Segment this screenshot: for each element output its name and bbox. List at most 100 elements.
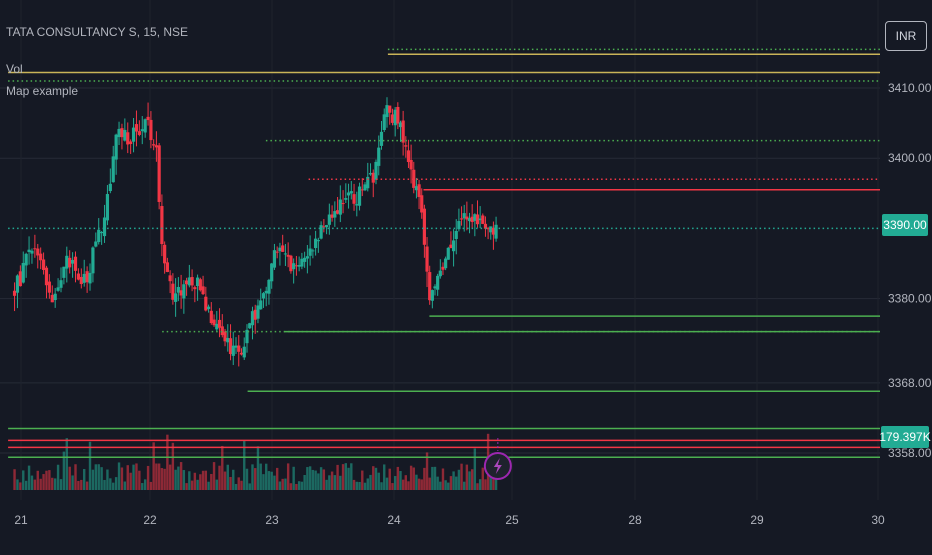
candle-body xyxy=(68,257,72,268)
candle-body xyxy=(300,258,304,267)
candle-body xyxy=(111,156,115,183)
volume-bar xyxy=(218,465,221,490)
candle-body xyxy=(270,263,274,282)
volume-bar xyxy=(155,463,158,490)
volume-bar xyxy=(166,434,169,490)
candle-body xyxy=(467,218,472,222)
volume-bar xyxy=(476,483,479,490)
candle-body xyxy=(245,329,249,344)
volume-bar xyxy=(284,478,287,490)
volume-bar xyxy=(229,476,232,490)
candle-body xyxy=(398,122,403,128)
indicator-map-example[interactable]: Map example xyxy=(6,84,79,98)
candle-body xyxy=(335,210,340,214)
candle-body xyxy=(76,273,81,280)
volume-bar xyxy=(355,481,358,490)
volume-bar xyxy=(344,463,348,490)
volume-bar xyxy=(415,474,418,490)
volume-bar xyxy=(196,479,199,490)
volume-bar xyxy=(396,466,400,490)
candle-body xyxy=(303,257,307,262)
candle-body xyxy=(261,293,266,299)
volume-bar xyxy=(135,463,138,490)
volume-bar xyxy=(363,482,367,490)
volume-bar xyxy=(223,471,227,490)
candle-body xyxy=(198,279,202,291)
candle-body xyxy=(163,244,167,264)
volume-bar xyxy=(289,483,293,490)
candle-body xyxy=(430,290,434,301)
candle-body xyxy=(50,294,54,303)
candle-body xyxy=(327,214,331,225)
candle-body xyxy=(126,132,130,145)
volume-bar xyxy=(311,469,315,490)
volume-bar xyxy=(393,476,397,490)
volume-bar xyxy=(473,448,477,490)
currency-button[interactable]: INR xyxy=(885,21,927,51)
candle-body xyxy=(41,259,46,270)
volume-bar xyxy=(129,472,132,490)
volume-bar xyxy=(112,482,115,490)
volume-bar xyxy=(385,477,389,490)
volume-bar xyxy=(352,479,356,490)
volume-bar xyxy=(39,478,42,490)
volume-bar xyxy=(27,465,31,490)
candle-body xyxy=(146,116,150,121)
candle-body xyxy=(417,184,421,197)
volume-bar xyxy=(36,470,39,490)
volume-bar xyxy=(470,469,474,490)
candle-body xyxy=(44,267,49,286)
volume-bar xyxy=(16,479,19,490)
candle-body xyxy=(311,250,315,252)
volume-bar xyxy=(439,481,442,490)
volume-bar xyxy=(380,482,383,490)
candle-body xyxy=(223,331,227,342)
candle-body xyxy=(297,265,301,267)
candle-body xyxy=(483,223,488,229)
candle-body xyxy=(478,218,482,221)
candle-body xyxy=(253,309,257,320)
volume-bar xyxy=(259,463,262,490)
candle-body xyxy=(143,119,147,133)
candle-body xyxy=(459,218,464,220)
volume-bar xyxy=(407,481,410,490)
volume-bar xyxy=(281,478,284,490)
candle-body xyxy=(15,275,20,293)
candle-body xyxy=(344,198,348,200)
x-tick-label: 29 xyxy=(750,513,764,527)
indicator-legend: Vol Map example xyxy=(6,60,78,101)
candle-body xyxy=(377,147,381,166)
candle-body xyxy=(165,262,169,272)
candle-body xyxy=(278,247,282,252)
candle-body xyxy=(56,287,60,291)
candle-body xyxy=(438,270,442,277)
candle-body xyxy=(237,345,241,352)
volume-bar xyxy=(100,467,103,490)
candle-body xyxy=(62,266,66,278)
volume-bar xyxy=(300,481,304,490)
volume-bar xyxy=(65,438,68,490)
x-tick-label: 22 xyxy=(143,513,157,527)
volume-bar xyxy=(48,470,51,490)
volume-bar xyxy=(71,475,74,490)
volume-bar xyxy=(275,467,279,490)
indicator-vol[interactable]: Vol xyxy=(6,62,23,76)
volume-bar xyxy=(383,464,386,490)
candle-body xyxy=(294,265,298,267)
candle-body xyxy=(346,192,351,196)
volume-bar xyxy=(146,465,150,490)
candle-body xyxy=(88,272,92,284)
volume-bar xyxy=(215,479,218,490)
candle-body xyxy=(250,311,255,326)
volume-bar xyxy=(428,477,431,490)
volume-bar xyxy=(22,470,25,490)
candle-body xyxy=(33,248,37,250)
candle-body xyxy=(422,208,426,245)
volume-bar xyxy=(401,479,405,490)
candle-body xyxy=(53,293,57,301)
volume-bar xyxy=(457,469,461,490)
candle-body xyxy=(201,286,205,295)
candle-body xyxy=(120,128,124,138)
